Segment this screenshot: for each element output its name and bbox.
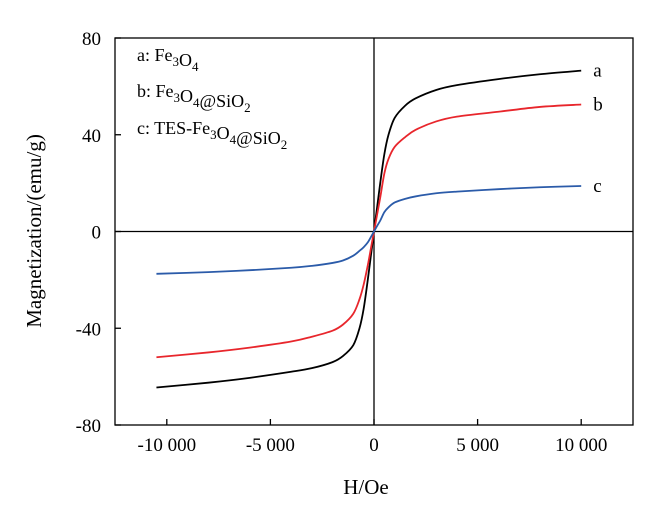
legend-text: O	[179, 50, 192, 70]
axes	[114, 37, 634, 426]
x-tick-label: 5 000	[456, 435, 499, 456]
series-a-line	[156, 69, 582, 389]
y-tick-label: 40	[82, 126, 101, 147]
y-tick-label: -40	[76, 319, 101, 340]
series-b-label: b	[593, 95, 603, 116]
legend-entry-b: b: Fe3O4@SiO2	[137, 81, 251, 115]
legend-subscript: 3	[210, 127, 217, 142]
legend-text: O	[180, 86, 193, 106]
legend-subscript: 2	[244, 100, 251, 115]
legend-subscript: 4	[192, 59, 199, 74]
x-tick-label: -5 000	[246, 435, 295, 456]
legend-text: b: Fe	[137, 81, 174, 101]
x-tick-label: -10 000	[138, 435, 197, 456]
series-c-label: c	[593, 176, 601, 197]
legend-subscript: 4	[230, 132, 237, 147]
y-tick-label: -80	[76, 416, 101, 437]
legend-subscript: 3	[173, 54, 180, 69]
legend-text: O	[217, 123, 230, 143]
tick-labels: -10 000 -5 000 0 5 000 10 000 -80 -40 0 40 80	[76, 29, 608, 456]
series-group: ab c	[156, 61, 603, 389]
legend-subscript: 4	[193, 95, 200, 110]
legend-entry-a: a: Fe3O4	[137, 45, 199, 74]
legend-text: @SiO	[236, 128, 281, 148]
y-axis-label: Magnetization/(emu/g)	[22, 134, 46, 328]
x-tick-label: 0	[369, 435, 379, 456]
legend-text: c: TES-Fe	[137, 118, 210, 138]
legend-subscript: 2	[281, 137, 288, 152]
x-tick-label: 10 000	[555, 435, 607, 456]
legend-subscript: 3	[174, 90, 181, 105]
legend-entry-c: c: TES-Fe3O4@SiO2	[137, 118, 287, 152]
legend-text: a: Fe	[137, 45, 173, 65]
y-tick-label: 0	[92, 223, 102, 244]
y-tick-label: 80	[82, 29, 101, 50]
legend-text: @SiO	[200, 91, 245, 111]
series-a-label: a	[593, 61, 602, 82]
series-c-line	[156, 185, 582, 275]
x-axis-label: H/Oe	[343, 475, 389, 499]
